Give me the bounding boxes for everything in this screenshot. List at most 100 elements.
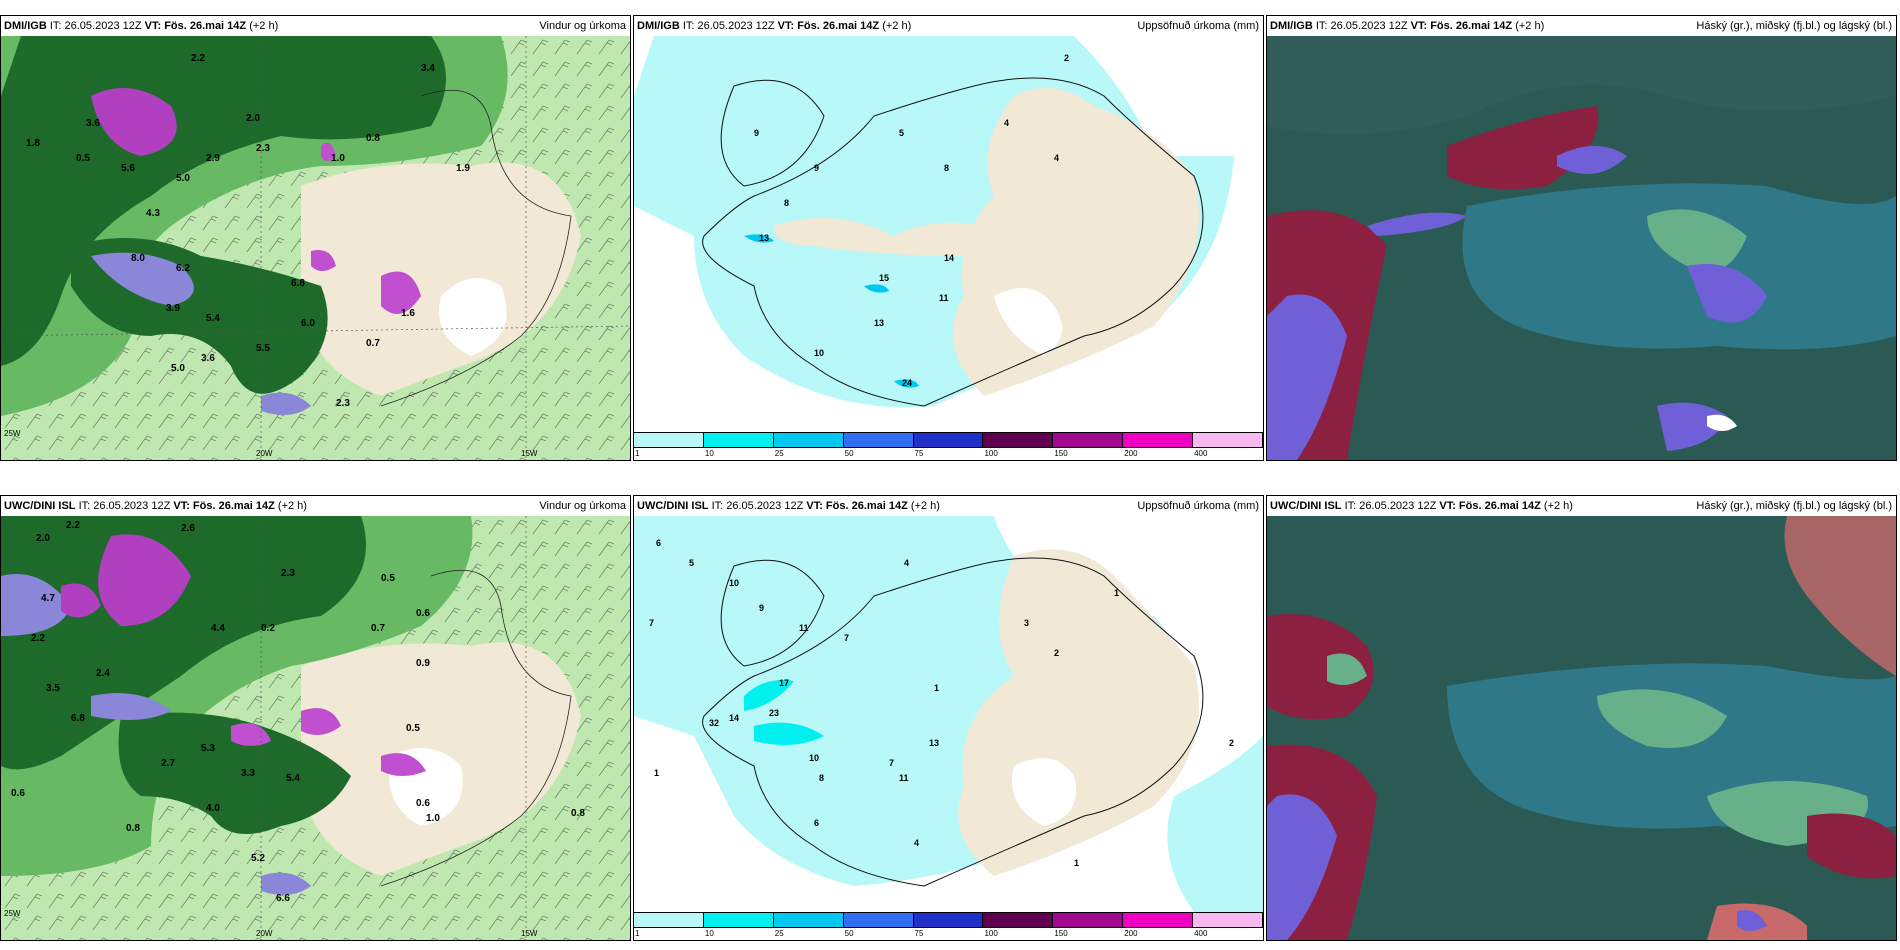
wind-label: 4.3 xyxy=(146,208,160,219)
panel-uwc-precip: UWC/DINI ISL IT: 26.05.2023 12Z VT: Fös.… xyxy=(633,495,1264,941)
model-source: UWC/DINI ISL xyxy=(1270,500,1342,512)
wind-label: 0.8 xyxy=(366,133,380,144)
wind-label: 2.0 xyxy=(36,533,50,544)
precip-value: 13 xyxy=(759,233,769,243)
colorbar-swatch xyxy=(1053,913,1124,927)
lead-time: (+2 h) xyxy=(882,20,912,32)
wind-label: 2.2 xyxy=(66,520,80,531)
precip-colorbar: 1 10 25 50 75 100 150 200 400 xyxy=(634,432,1264,460)
lon-label: 15W xyxy=(521,449,538,458)
wind-label: 5.3 xyxy=(201,743,215,754)
panel-header: DMI/IGB IT: 26.05.2023 12Z VT: Fös. 26.m… xyxy=(1267,16,1896,37)
colorbar-tick: 150 xyxy=(1054,929,1068,938)
wind-label: 6.2 xyxy=(176,263,190,274)
wind-label: 3.5 xyxy=(46,683,60,694)
model-source: DMI/IGB xyxy=(637,20,680,32)
panel-dmi-precip: DMI/IGB IT: 26.05.2023 12Z VT: Fös. 26.m… xyxy=(633,15,1264,461)
wind-label: 2.2 xyxy=(31,633,45,644)
precip-value: 8 xyxy=(944,163,949,173)
precip-value: 23 xyxy=(769,708,779,718)
precip-value: 6 xyxy=(814,818,819,828)
wind-label: 1.0 xyxy=(331,153,345,164)
wind-label: 1.9 xyxy=(456,163,470,174)
colorbar-swatch xyxy=(983,433,1054,447)
wind-label: 0.9 xyxy=(416,658,430,669)
wind-label: 5.2 xyxy=(251,853,265,864)
precip-value: 7 xyxy=(889,758,894,768)
wind-label: 0.7 xyxy=(371,623,385,634)
wind-label: 5.6 xyxy=(121,163,135,174)
wind-label: 3.6 xyxy=(86,118,100,129)
colorbar-tick: 25 xyxy=(774,929,784,938)
colorbar-tick: 150 xyxy=(1054,449,1068,458)
precip-value: 14 xyxy=(944,253,954,263)
precip-value: 13 xyxy=(929,738,939,748)
precip-value: 14 xyxy=(729,713,739,723)
panel-header: DMI/IGB IT: 26.05.2023 12Z VT: Fös. 26.m… xyxy=(634,16,1263,37)
init-time: IT: 26.05.2023 12Z xyxy=(49,20,142,32)
panel-title: Vindur og úrkoma xyxy=(539,20,626,32)
valid-time: VT: Fös. 26.mai 14Z xyxy=(1410,20,1513,32)
wind-label: 0.8 xyxy=(126,823,140,834)
colorbar-swatch xyxy=(773,913,844,927)
precip-value: 11 xyxy=(799,623,809,633)
lead-time: (+2 h) xyxy=(277,500,307,512)
colorbar-swatch xyxy=(913,913,984,927)
wind-label: 3.6 xyxy=(201,353,215,364)
panel-title: Háský (gr.), miðský (fj.bl.) og lágský (… xyxy=(1696,20,1892,32)
panel-title: Uppsöfnuð úrkoma (mm) xyxy=(1137,500,1259,512)
panel-header: UWC/DINI ISL IT: 26.05.2023 12Z VT: Fös.… xyxy=(634,496,1263,517)
colorbar-tick: 400 xyxy=(1194,929,1208,938)
init-time: IT: 26.05.2023 12Z xyxy=(711,500,804,512)
colorbar-tick: 50 xyxy=(844,929,854,938)
wind-label: 8.0 xyxy=(131,253,145,264)
precip-value: 11 xyxy=(939,293,949,303)
lon-label: 20W xyxy=(256,449,273,458)
wind-label: 6.6 xyxy=(276,893,290,904)
precip-value: 17 xyxy=(779,678,789,688)
cloud-map[interactable] xyxy=(1267,36,1896,460)
wind-map[interactable]: 2.0 2.2 2.6 4.7 2.2 3.5 6.8 0.6 2.4 4.4 … xyxy=(1,516,630,940)
precip-map[interactable]: 6 5 4 7 10 9 11 7 17 23 14 32 1 10 8 7 1… xyxy=(634,516,1263,912)
precip-value: 32 xyxy=(709,718,719,728)
precip-value: 4 xyxy=(904,558,909,568)
wind-label: 1.8 xyxy=(26,138,40,149)
wind-label: 6.8 xyxy=(291,278,305,289)
colorbar-swatch xyxy=(773,433,844,447)
wind-label: 3.4 xyxy=(421,63,435,74)
lon-label: 25W xyxy=(4,909,21,918)
lon-label: 25W xyxy=(4,429,21,438)
valid-time: VT: Fös. 26.mai 14Z xyxy=(173,500,275,512)
wind-label: 0.5 xyxy=(76,153,90,164)
precip-value: 8 xyxy=(784,198,789,208)
model-source: DMI/IGB xyxy=(4,20,47,32)
precip-map[interactable]: 2 9 5 4 4 8 9 8 13 15 14 11 13 10 24 xyxy=(634,36,1263,432)
wind-label: 2.3 xyxy=(256,143,270,154)
precip-value: 5 xyxy=(689,558,694,568)
colorbar-tick: 400 xyxy=(1194,449,1208,458)
wind-label: 5.4 xyxy=(286,773,300,784)
precip-value: 24 xyxy=(902,378,912,388)
valid-time: VT: Fös. 26.mai 14Z xyxy=(806,500,908,512)
cloud-map[interactable] xyxy=(1267,516,1896,940)
colorbar-tick: 100 xyxy=(984,449,998,458)
wind-label: 4.0 xyxy=(206,803,220,814)
precip-value: 1 xyxy=(1114,588,1119,598)
wind-label: 2.2 xyxy=(191,53,205,64)
wind-label: 4.4 xyxy=(211,623,225,634)
panel-title: Vindur og úrkoma xyxy=(539,500,626,512)
colorbar-swatch xyxy=(634,913,704,927)
colorbar-swatch xyxy=(1123,913,1194,927)
wind-label: 0.6 xyxy=(11,788,25,799)
wind-label: 0.5 xyxy=(406,723,420,734)
colorbar-swatch xyxy=(703,433,774,447)
wind-label: 0.7 xyxy=(366,338,380,349)
precip-value: 9 xyxy=(814,163,819,173)
colorbar-swatch xyxy=(913,433,984,447)
valid-time: VT: Fös. 26.mai 14Z xyxy=(1439,500,1541,512)
colorbar-swatch xyxy=(1193,913,1264,927)
wind-map[interactable]: 2.2 3.4 3.6 0.5 5.6 5.0 2.9 2.0 2.3 1.0 … xyxy=(1,36,630,460)
wind-label: 2.7 xyxy=(161,758,175,769)
model-source: DMI/IGB xyxy=(1270,20,1313,32)
panel-header: DMI/IGB IT: 26.05.2023 12Z VT: Fös. 26.m… xyxy=(1,16,630,37)
